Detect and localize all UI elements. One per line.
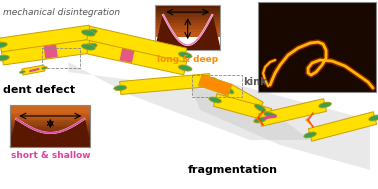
Bar (155, 29, 220, 34)
Bar (10, 129, 90, 135)
Ellipse shape (254, 104, 266, 112)
Polygon shape (2, 39, 91, 65)
Polygon shape (10, 119, 90, 147)
Bar (42, 48, 80, 68)
Polygon shape (87, 26, 187, 62)
Text: long & deep: long & deep (157, 55, 218, 64)
Bar (10, 122, 90, 127)
Text: short & shallow: short & shallow (11, 151, 90, 160)
Polygon shape (87, 40, 187, 75)
Bar (10, 107, 90, 113)
Polygon shape (119, 48, 135, 63)
Ellipse shape (0, 42, 7, 48)
Polygon shape (22, 65, 45, 75)
Ellipse shape (222, 86, 234, 94)
Bar (10, 117, 90, 122)
Bar (155, 17, 220, 22)
Bar (155, 8, 220, 13)
Ellipse shape (319, 102, 332, 108)
Polygon shape (225, 84, 263, 114)
Ellipse shape (81, 44, 95, 50)
Polygon shape (214, 94, 272, 121)
Ellipse shape (304, 132, 316, 138)
Bar (10, 125, 90, 130)
Bar (155, 14, 220, 19)
Polygon shape (120, 74, 211, 94)
Bar (155, 20, 220, 25)
Polygon shape (198, 74, 232, 96)
Polygon shape (0, 25, 91, 52)
Ellipse shape (114, 85, 127, 91)
Text: mechanical disintegration: mechanical disintegration (3, 8, 121, 17)
Ellipse shape (204, 77, 217, 83)
Ellipse shape (83, 29, 97, 35)
Polygon shape (185, 75, 370, 170)
Bar (155, 26, 220, 31)
Ellipse shape (19, 71, 25, 73)
Ellipse shape (369, 115, 378, 121)
Ellipse shape (254, 117, 266, 123)
Bar (155, 32, 220, 36)
Bar (155, 11, 220, 15)
Text: dent defect: dent defect (3, 85, 76, 95)
Polygon shape (259, 99, 327, 126)
Bar (192, 75, 242, 97)
Bar (10, 110, 90, 115)
Bar (10, 132, 90, 137)
Bar (10, 105, 90, 122)
Polygon shape (155, 15, 220, 50)
Polygon shape (43, 44, 58, 59)
Bar (10, 127, 90, 132)
Ellipse shape (41, 67, 47, 69)
Ellipse shape (81, 30, 95, 36)
Polygon shape (308, 112, 376, 141)
Text: fragmentation: fragmentation (188, 165, 278, 175)
Bar (155, 23, 220, 28)
Ellipse shape (83, 43, 97, 49)
Bar (155, 5, 220, 50)
Ellipse shape (178, 52, 192, 58)
Text: kink: kink (243, 77, 267, 87)
Ellipse shape (264, 112, 276, 118)
Bar (10, 105, 90, 147)
Ellipse shape (209, 97, 222, 103)
Polygon shape (68, 62, 310, 140)
Bar (10, 134, 90, 140)
Bar (10, 120, 90, 125)
Bar (10, 105, 90, 147)
Bar (10, 115, 90, 120)
Bar (155, 5, 220, 10)
Bar (10, 112, 90, 118)
Ellipse shape (178, 65, 192, 71)
Ellipse shape (0, 55, 9, 61)
Bar (258, 2, 376, 92)
